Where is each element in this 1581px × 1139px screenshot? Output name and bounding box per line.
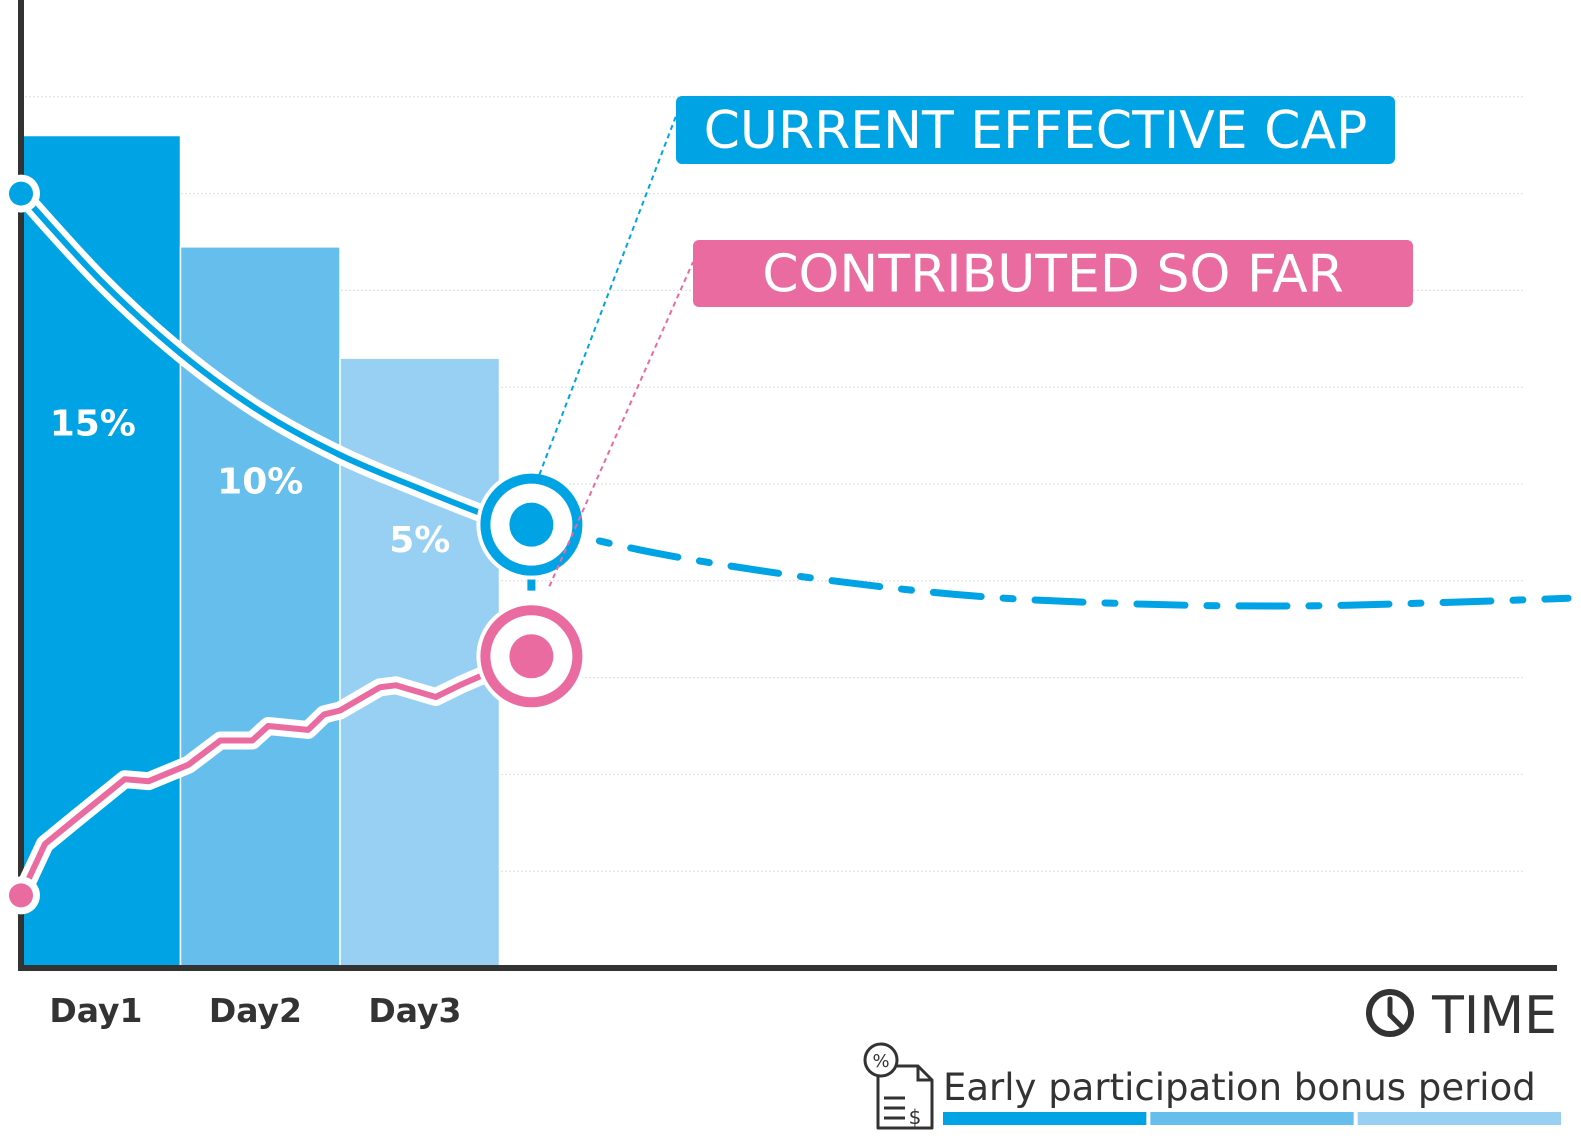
contributed-current-marker [476, 601, 587, 712]
callouts: CURRENT EFFECTIVE CAP CONTRIBUTED SO FAR [538, 96, 1413, 587]
cap-projection-line [527, 521, 1572, 610]
contributed-start-marker [2, 876, 40, 915]
contributed-line [18, 653, 535, 899]
contributed-current-marker-dot [509, 634, 554, 679]
bar-value-label: 5% [389, 520, 450, 561]
bar-value-label: 15% [50, 404, 136, 445]
cap-start-marker-dot [9, 181, 33, 206]
x-tick-label: Day3 [368, 991, 461, 1030]
cap-callout-box [676, 96, 1395, 164]
x-tick-label: Day2 [209, 991, 302, 1030]
clock-icon [1366, 989, 1414, 1037]
contributed-start-marker-dot [9, 883, 33, 908]
x-tick-label: Day1 [49, 991, 142, 1030]
x-axis-title: TIME [1431, 986, 1557, 1046]
cap-current-marker [476, 469, 587, 580]
contributed-callout-label: CONTRIBUTED SO FAR [762, 245, 1344, 305]
svg-text:%: % [872, 1051, 889, 1072]
cap-callout-label: CURRENT EFFECTIVE CAP [704, 101, 1368, 161]
series-lines [2, 174, 1572, 915]
x-tick-labels: Day1 Day2 Day3 [49, 991, 461, 1030]
bar-day3 [339, 357, 501, 969]
bonus-period-segment [943, 1112, 1147, 1125]
bonus-period-segment [1150, 1112, 1354, 1125]
cap-current-marker-dot [509, 502, 554, 547]
contributed-callout-box [693, 240, 1413, 307]
svg-text:$: $ [909, 1105, 922, 1129]
bar-value-label: 10% [217, 462, 303, 503]
cap-callout-leader [538, 115, 677, 476]
bonus-period-segment [1357, 1112, 1561, 1125]
percent-document-icon: %$ [863, 1042, 934, 1130]
bar-day2 [179, 246, 341, 969]
axes [18, 0, 1557, 971]
cap-start-marker [2, 174, 40, 213]
bonus-period-label: Early participation bonus period [943, 1066, 1536, 1109]
legend: TIME%$Early participation bonus period [863, 986, 1561, 1130]
